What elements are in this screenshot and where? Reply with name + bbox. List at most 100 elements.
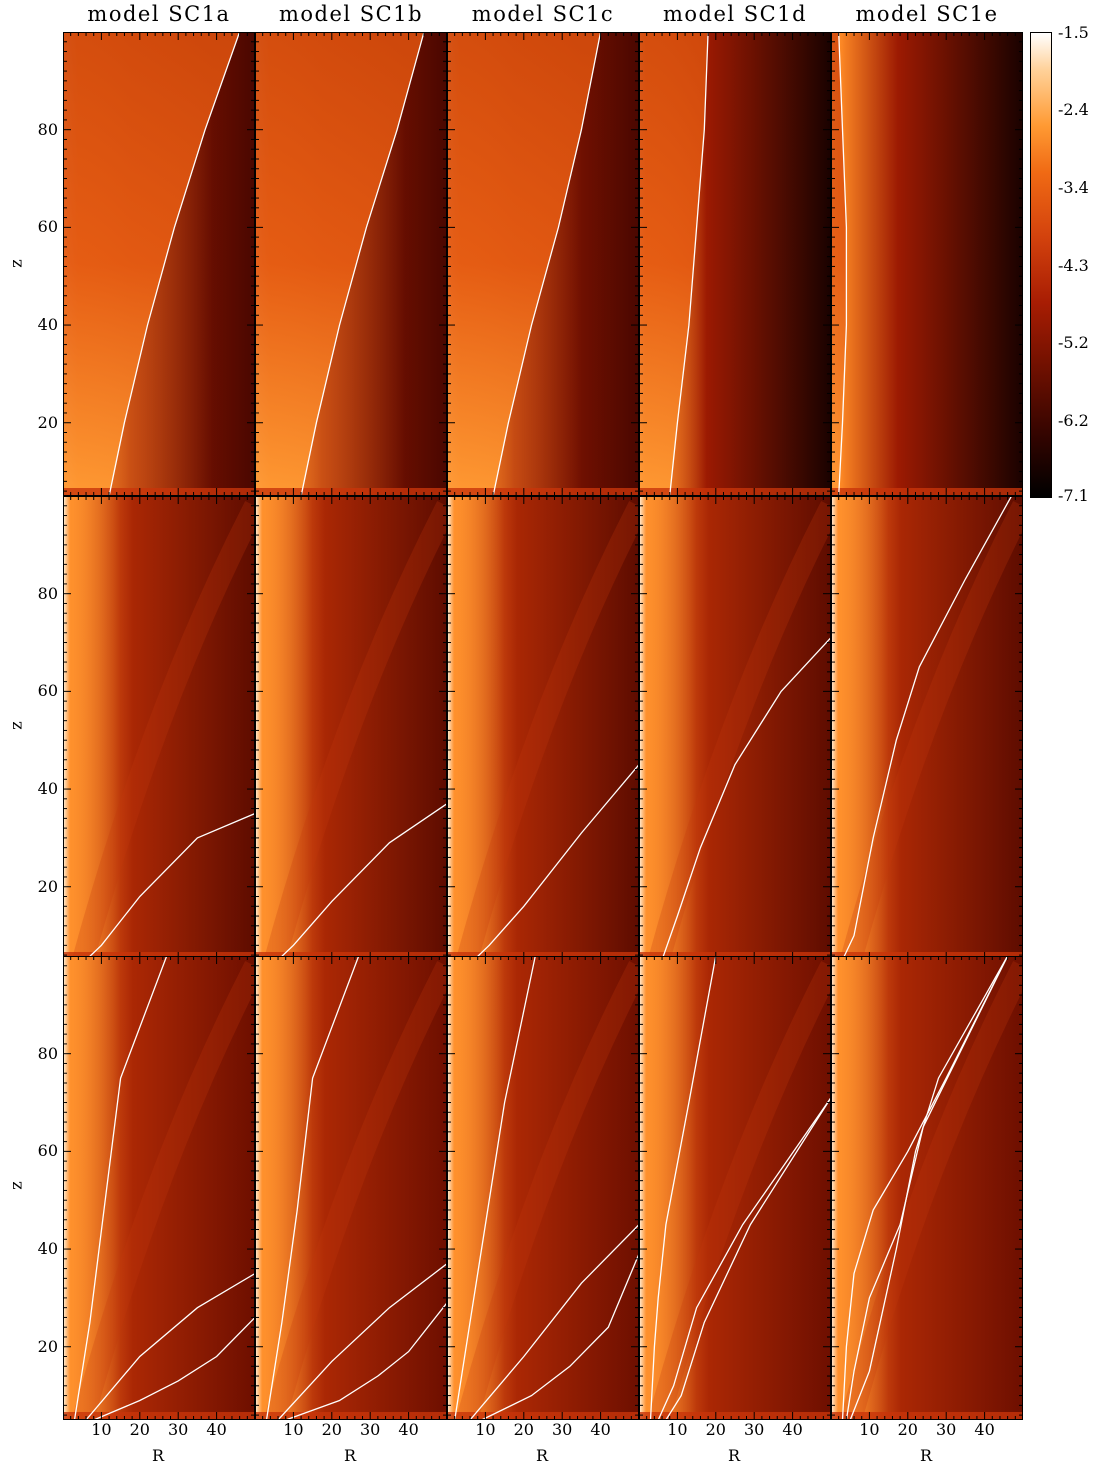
shock-front [72,960,255,1420]
field-line [85,1272,255,1420]
column-title-sc1a: model SC1a [87,2,231,26]
field-line [85,812,255,960]
shock-front [840,500,1023,960]
shock-front [264,960,447,1420]
colorbar-tick-label: -1.5 [1058,23,1089,42]
heatmap-panel [255,496,447,960]
heatmap-panel [447,496,639,960]
heatmap-panel [831,496,1023,960]
field-line [73,956,168,1420]
field-line [492,32,602,496]
shock-front [456,960,639,1420]
shock-front [840,960,1023,1420]
x-tick-label: 20 [321,1420,342,1439]
field-line [300,32,425,496]
jet-core [63,496,133,960]
x-axis-label: R [919,1446,933,1465]
field-line [845,956,1009,1420]
jet-core [831,496,901,960]
field-line [657,1097,831,1420]
colorbar-tick-label: -4.3 [1058,256,1089,275]
colorbar [1030,32,1052,498]
field-line [665,1097,831,1420]
column-title-sc1b: model SC1b [278,2,424,26]
x-tick-label: 30 [744,1420,765,1439]
x-tick-label: 30 [168,1420,189,1439]
y-tick-label: 60 [37,681,58,701]
jet-core [831,956,901,1420]
field-line [838,32,848,496]
disk-strip [255,488,447,496]
colorbar-tick-label: -3.4 [1058,178,1089,197]
shock-front [648,500,831,960]
field-line [661,637,831,960]
heatmap-panel [639,496,831,960]
x-tick-label: 10 [475,1420,496,1439]
heatmap-panel [447,32,639,496]
y-axis-label: z [6,1181,26,1190]
x-tick-label: 40 [974,1420,995,1439]
heatmap-panel [255,956,447,1420]
heatmap-panel [255,32,447,496]
x-tick-label: 10 [91,1420,112,1439]
field-line [285,1302,447,1420]
y-axis-label: z [6,259,26,268]
y-tick-label: 20 [37,876,58,896]
colorbar-tick-label: -6.2 [1058,411,1089,430]
jet-core [63,956,133,1420]
field-line [454,956,536,1420]
heatmap-panel [831,32,1023,496]
field-line [93,1316,255,1420]
jet-region [255,32,424,496]
field-line [849,956,1009,1420]
density-background [831,32,1023,496]
y-tick-label: 80 [37,1043,58,1063]
jet-core [255,956,325,1420]
disk-strip [831,488,1023,496]
heatmap-panel [639,32,831,496]
field-line [469,1224,639,1420]
disk-strip [639,1412,831,1420]
y-tick-label: 80 [37,119,58,139]
x-tick-label: 10 [667,1420,688,1439]
jet-core [447,496,517,960]
x-tick-label: 20 [897,1420,918,1439]
heatmap-panel [831,956,1023,1420]
y-axis-label: z [6,721,26,730]
x-tick-label: 10 [283,1420,304,1439]
shock-front [648,960,831,1420]
field-line [108,32,241,496]
x-tick-label: 30 [552,1420,573,1439]
column-title-sc1d: model SC1d [662,2,808,26]
disk-strip [63,488,255,496]
field-line [841,496,1013,960]
field-line [277,803,447,960]
field-line [277,1263,447,1420]
jet-region [831,32,847,496]
heatmap-panel [63,956,255,1420]
y-tick-label: 40 [37,1239,58,1259]
disk-strip [255,1412,447,1420]
y-tick-label: 40 [37,315,58,335]
field-line [841,956,1009,1420]
jet-core [255,496,325,960]
jet-core [447,956,517,1420]
x-tick-label: 20 [513,1420,534,1439]
disk-strip [831,1412,1023,1420]
heatmap-panel [63,32,255,496]
y-tick-label: 40 [37,779,58,799]
column-title-sc1e: model SC1e [855,2,999,26]
y-tick-label: 20 [37,1336,58,1356]
colorbar-tick-label: -5.2 [1058,333,1089,352]
heatmap-panel [639,956,831,1420]
shock-front [72,500,255,960]
shock-front [456,500,639,960]
field-line [669,32,709,496]
y-tick-label: 80 [37,583,58,603]
heatmap-panel [447,956,639,1420]
jet-region [63,32,240,496]
disk-strip [639,488,831,496]
disk-strip [447,488,639,496]
x-tick-label: 40 [398,1420,419,1439]
